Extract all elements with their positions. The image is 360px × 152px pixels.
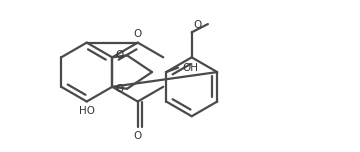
Text: HO: HO [79,106,95,116]
Text: OH: OH [182,63,198,73]
Text: O: O [115,50,123,60]
Text: O: O [194,20,202,30]
Text: O: O [134,131,142,141]
Text: O: O [134,29,142,39]
Text: O: O [115,84,123,94]
